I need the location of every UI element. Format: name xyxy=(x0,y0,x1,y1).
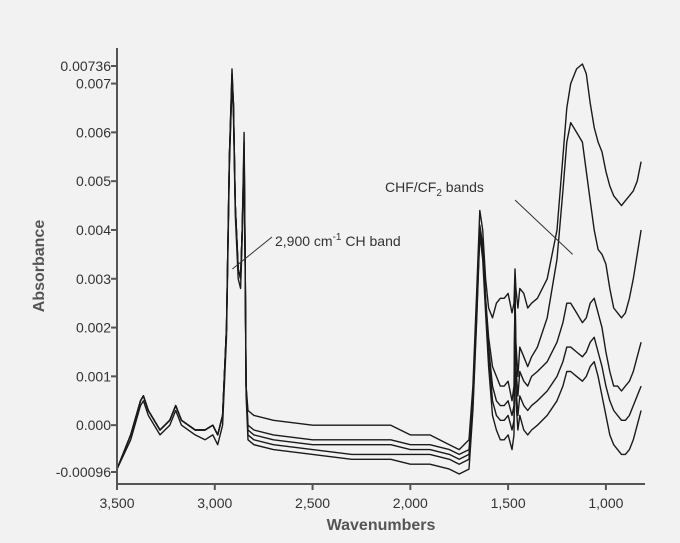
annotations: 2,900 cm-1 CH band CHF/CF2 bands xyxy=(232,179,573,270)
y-tick-label: 0.004 xyxy=(76,222,111,238)
spectrum-line-5 xyxy=(116,82,642,475)
x-tick-label: 1,000 xyxy=(588,495,623,511)
y-tick-label: 0.001 xyxy=(76,368,111,384)
annotation-leader xyxy=(232,236,273,270)
x-tick-label: 2,500 xyxy=(295,495,330,511)
annotation-label: CHF/CF2 bands xyxy=(385,179,484,199)
y-tick-label: 0.006 xyxy=(76,124,111,140)
y-axis-title: Absorbance xyxy=(31,220,48,313)
x-tick-label: 1,500 xyxy=(491,495,526,511)
x-ticks: 3,500 3,000 2,500 2,000 1,500 1,000 xyxy=(99,484,624,511)
y-tick-label: 0.005 xyxy=(76,173,111,189)
y-tick-label: -0.00096 xyxy=(56,464,111,480)
annotation-label: 2,900 cm-1 CH band xyxy=(275,232,401,249)
annotation-leader xyxy=(514,199,573,255)
y-ticks: -0.00096 0.000 0.001 0.002 0.003 0.004 0.005 0.… xyxy=(56,58,117,480)
axes-layer xyxy=(116,48,645,485)
y-tick-label: 0.003 xyxy=(76,271,111,287)
y-tick-label: 0.00736 xyxy=(60,58,111,74)
x-tick-label: 3,000 xyxy=(197,495,232,511)
x-tick-label: 2,000 xyxy=(393,495,428,511)
x-tick-label: 3,500 xyxy=(99,495,134,511)
x-axis-title: Wavenumbers xyxy=(327,517,436,534)
y-tick-label: 0.002 xyxy=(76,320,111,336)
series-layer xyxy=(116,63,642,475)
y-tick-label: 0.007 xyxy=(76,76,111,92)
y-tick-label: 0.000 xyxy=(76,417,111,433)
